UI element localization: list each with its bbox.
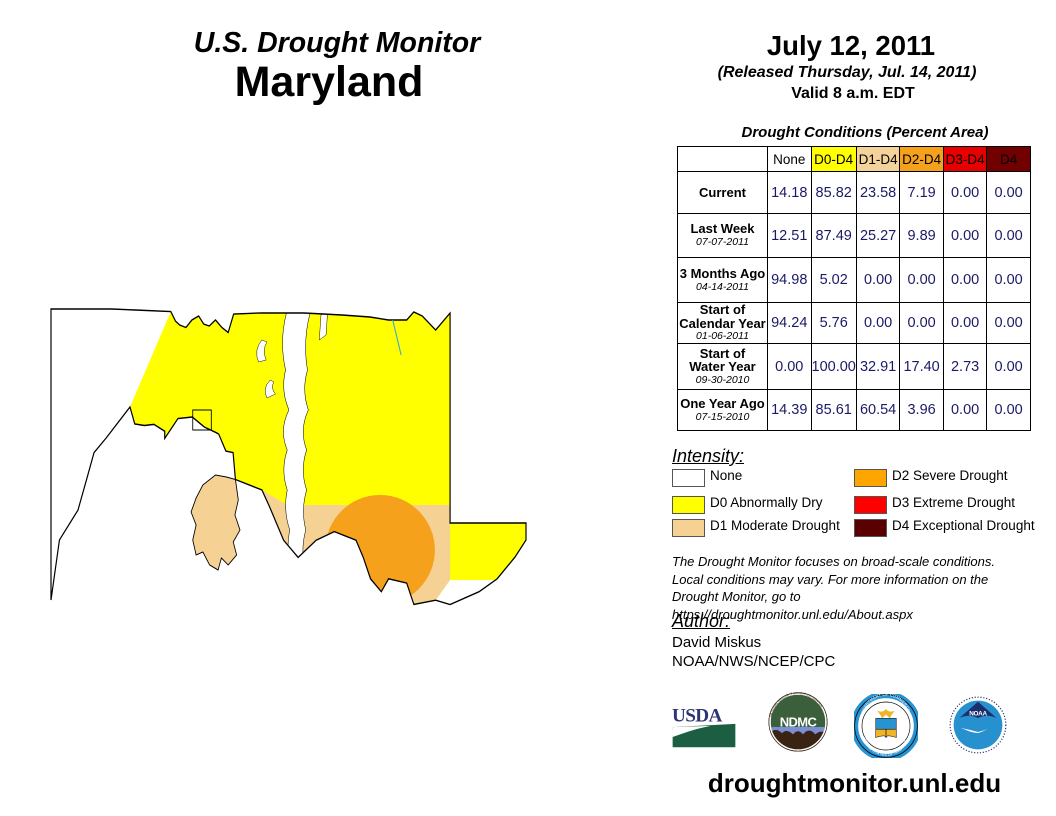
svg-text:NOAA: NOAA [969, 711, 987, 718]
svg-text:NDMC: NDMC [780, 714, 818, 729]
svg-text:USDA: USDA [672, 706, 722, 727]
